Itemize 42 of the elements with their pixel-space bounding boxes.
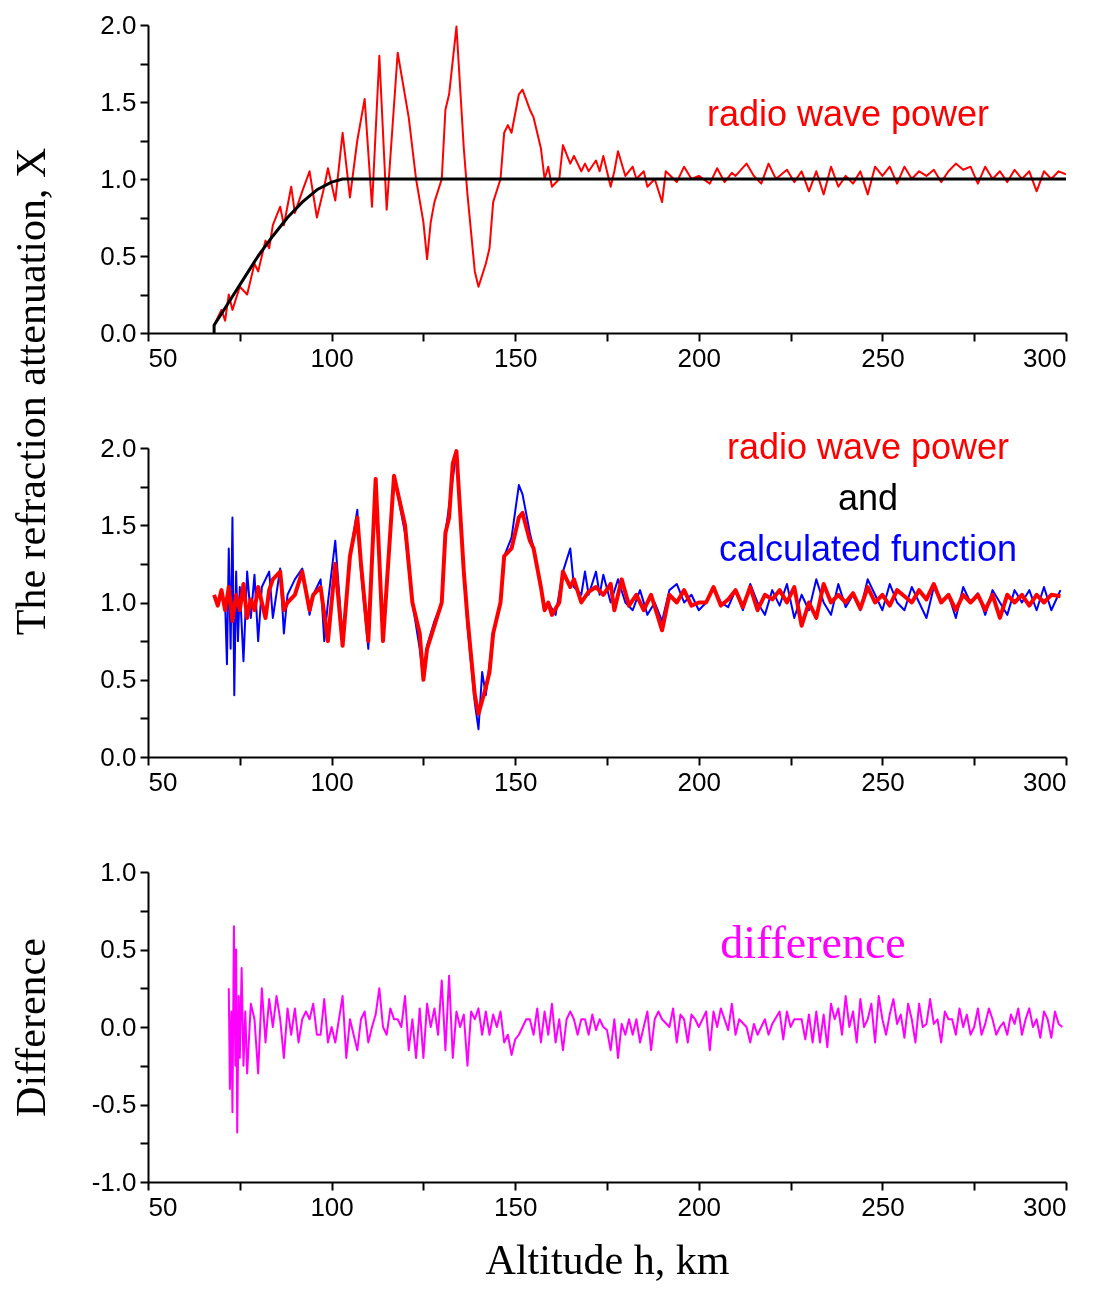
x-tick-label: 300	[1023, 766, 1067, 797]
y-tick-label: 1.0	[100, 163, 137, 194]
y-tick-label: 2.0	[100, 432, 137, 463]
y-tick-label: 0.0	[100, 317, 137, 348]
x-axis-title: Altitude h, km	[485, 1236, 730, 1283]
x-tick-label: 100	[310, 1191, 354, 1222]
x-tick-label: 50	[148, 1191, 178, 1222]
text: radio wave power	[726, 426, 1010, 467]
x-tick-label: 200	[677, 1191, 721, 1222]
x-tick-label: 250	[861, 342, 905, 373]
x-tick-label: 200	[677, 766, 721, 797]
y-tick-label: 2.0	[100, 9, 137, 40]
y-tick-label: 0.5	[100, 240, 137, 271]
y-tick-label: 0.5	[100, 664, 137, 695]
series-label: calculated function	[718, 528, 1018, 569]
y-tick-label: -1.0	[91, 1166, 137, 1197]
y-tick-label: 1.5	[100, 86, 137, 117]
x-tick-label: 250	[861, 1191, 905, 1222]
x-tick-label: 50	[148, 766, 178, 797]
x-tick-label: 100	[310, 342, 354, 373]
annotation: and	[837, 477, 899, 518]
y-tick-label: 1.0	[100, 587, 137, 617]
y-tick-label: 0.0	[100, 741, 137, 772]
x-tick-label: 200	[677, 342, 721, 373]
x-tick-label: 150	[494, 766, 538, 797]
x-tick-label: 300	[1023, 1191, 1067, 1222]
y-tick-label: 1.0	[100, 856, 137, 887]
series-label: difference	[720, 917, 906, 968]
y-tick-label: 0.0	[100, 1011, 137, 1042]
y-axis-title: The refraction attenuation, X	[7, 147, 54, 636]
x-tick-label: 250	[861, 766, 905, 797]
line-series	[227, 925, 1064, 1134]
y-tick-label: -0.5	[91, 1089, 137, 1119]
x-tick-label: 150	[494, 1191, 538, 1222]
series-label: radio wave power	[706, 93, 990, 134]
y-tick-label: 1.5	[100, 509, 137, 540]
y-tick-label: 0.5	[100, 934, 137, 964]
x-tick-label: 300	[1023, 342, 1067, 373]
y-axis-title: Difference	[7, 938, 54, 1117]
x-tick-label: 150	[494, 342, 538, 373]
x-tick-label: 100	[310, 766, 354, 797]
x-tick-label: 50	[148, 342, 178, 373]
